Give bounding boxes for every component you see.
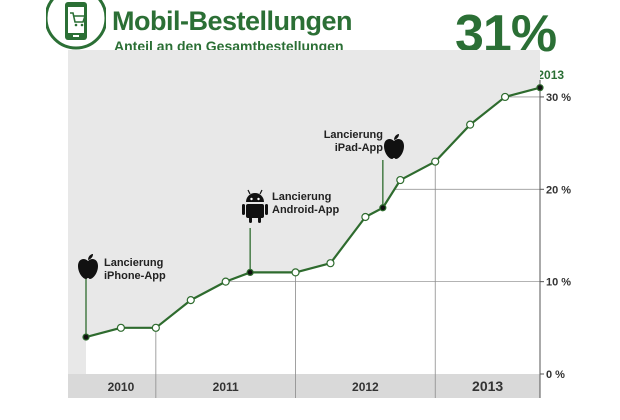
data-point bbox=[500, 92, 510, 102]
data-point bbox=[82, 333, 90, 341]
data-point bbox=[396, 175, 405, 185]
data-point bbox=[326, 259, 335, 268]
x-tick-label: 2010 bbox=[108, 380, 135, 394]
x-tick-label: 2013 bbox=[472, 378, 503, 394]
data-point bbox=[431, 157, 440, 166]
data-point bbox=[361, 212, 370, 222]
data-point bbox=[379, 204, 387, 212]
mobile-cart-icon bbox=[46, 0, 106, 50]
y-tick-label: 20 % bbox=[546, 184, 571, 196]
x-tick-label: 2012 bbox=[352, 380, 379, 394]
chart-title: Mobil-Bestellungen bbox=[112, 6, 353, 36]
annotation-label: Android-App bbox=[272, 204, 339, 216]
annotation-label: iPhone-App bbox=[104, 270, 166, 282]
data-point bbox=[246, 268, 254, 277]
annotation-label: Lancierung bbox=[272, 191, 331, 203]
annotation-label: Lancierung bbox=[104, 257, 163, 269]
data-point bbox=[291, 268, 300, 277]
annotation-label: iPad-App bbox=[335, 142, 384, 154]
data-point bbox=[466, 120, 475, 129]
annotation-label: Lancierung bbox=[324, 129, 383, 141]
data-point bbox=[186, 296, 195, 305]
y-tick-label: 10 % bbox=[546, 277, 571, 289]
y-tick-label: 0 % bbox=[546, 369, 565, 381]
data-point bbox=[116, 323, 126, 332]
x-tick-label: 2011 bbox=[213, 380, 239, 394]
y-tick-label: 30 % bbox=[546, 92, 571, 104]
data-point bbox=[536, 84, 544, 92]
year-band bbox=[68, 374, 540, 398]
series-area bbox=[86, 87, 540, 375]
data-point bbox=[221, 277, 230, 286]
data-point bbox=[151, 323, 160, 332]
